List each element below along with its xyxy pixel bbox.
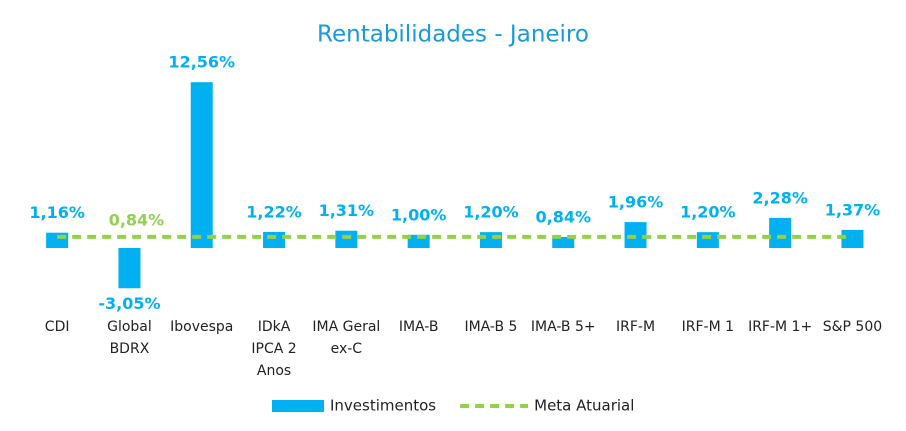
data-label: 1,20% <box>463 203 519 222</box>
data-label: 1,37% <box>825 200 881 219</box>
bar <box>190 82 213 248</box>
chart-title: Rentabilidades - Janeiro <box>317 22 589 48</box>
data-label: 1,16% <box>29 203 85 222</box>
data-label: 0,84% <box>535 207 591 226</box>
data-label: 12,56% <box>168 53 235 72</box>
legend-label: Investimentos <box>330 397 436 415</box>
x-tick-label: S&P 500 <box>822 319 883 335</box>
data-label: 1,31% <box>319 201 375 220</box>
bar <box>263 231 286 248</box>
x-tick-label: IMA-B <box>398 319 439 335</box>
data-label: 2,28% <box>752 188 808 207</box>
x-tick-label: IRF-M 1 <box>681 319 735 335</box>
bar <box>552 236 575 248</box>
x-tick-label: IMA-B 5+ <box>530 319 596 335</box>
data-label: 0,84% <box>109 210 165 229</box>
bar <box>335 230 358 248</box>
x-tick-label: Ibovespa <box>170 319 234 335</box>
data-label: 1,96% <box>608 193 664 212</box>
bar <box>118 248 141 289</box>
data-label: -3,05% <box>98 294 160 313</box>
x-tick-label: IMA Geral ex-C <box>312 319 381 357</box>
data-label: 1,22% <box>246 202 302 221</box>
bar <box>841 229 864 248</box>
x-tick-label: Global BDRX <box>107 319 152 357</box>
legend-label: Meta Atuarial <box>534 397 634 415</box>
x-tick-label: CDI <box>44 319 70 335</box>
x-tick-label: IRF-M <box>616 319 656 335</box>
bar <box>769 217 792 248</box>
x-tick-label: IRF-M 1+ <box>748 319 813 335</box>
bar <box>696 232 719 248</box>
data-label: 1,00% <box>391 205 447 224</box>
x-tick-label: IMA-B 5 <box>464 319 518 335</box>
legend-swatch <box>272 400 324 412</box>
bar <box>479 232 502 248</box>
data-label: 1,20% <box>680 203 736 222</box>
x-tick-label: IDkA IPCA 2 Anos <box>251 319 297 379</box>
